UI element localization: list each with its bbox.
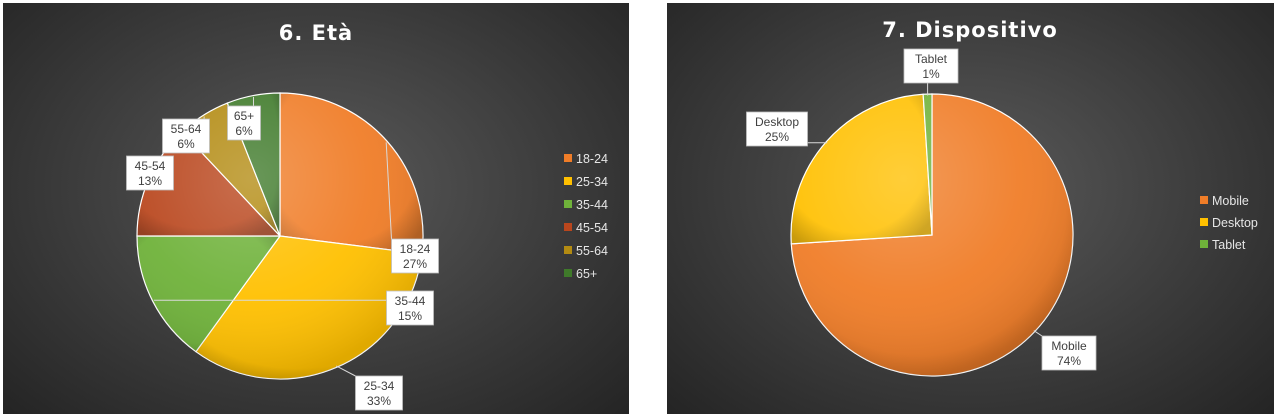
age-legend-swatch <box>564 246 572 254</box>
device-legend-swatch <box>1200 196 1208 204</box>
age-chart-panel: 6. Età 18-24 27% 25-34 33% 35-44 15% 45-54 13% 55… <box>3 3 629 414</box>
device-slices <box>790 93 1074 377</box>
device-data-label-category: Desktop <box>755 115 799 129</box>
device-chart-panel: 7. Dispositivo Mobile 74% Desktop 25% Tablet 1… <box>667 3 1274 414</box>
age-legend-label: 18-24 <box>576 152 608 166</box>
age-data-label-65plus: 65+6% <box>227 96 261 141</box>
device-legend: Mobile Desktop Tablet <box>1200 194 1258 252</box>
age-legend-label: 35-44 <box>576 198 608 212</box>
age-data-label-category: 18-24 <box>400 242 431 256</box>
age-legend-label: 45-54 <box>576 221 608 235</box>
age-legend-swatch <box>564 269 572 277</box>
age-data-label-category: 35-44 <box>395 294 426 308</box>
device-slice-desktop <box>790 93 933 245</box>
age-chart-title: 6. Età <box>279 21 353 45</box>
device-data-label-value: 25% <box>765 130 789 144</box>
age-legend-item-25-34: 25-34 <box>564 175 608 189</box>
device-legend-label: Desktop <box>1212 216 1258 230</box>
age-legend-item-18-24: 18-24 <box>564 152 608 166</box>
age-data-label-category: 55-64 <box>171 122 202 136</box>
device-data-label-value: 1% <box>922 67 940 81</box>
device-legend-label: Mobile <box>1212 194 1249 208</box>
device-legend-item-mobile: Mobile <box>1200 194 1249 208</box>
device-legend-label: Tablet <box>1212 238 1246 252</box>
age-data-label-55-64: 55-646% <box>162 116 210 154</box>
device-legend-swatch <box>1200 218 1208 226</box>
age-legend-item-55-64: 55-64 <box>564 244 608 258</box>
age-data-label-value: 13% <box>138 174 162 188</box>
age-legend-swatch <box>564 223 572 231</box>
age-legend-item-65plus: 65+ <box>564 267 597 281</box>
age-data-label-value: 6% <box>177 137 195 151</box>
device-pie-chart: 7. DispositivoMobile74%Desktop25%Tablet1… <box>746 18 1258 377</box>
device-data-label-category: Mobile <box>1051 339 1087 353</box>
age-data-label-value: 27% <box>403 257 427 271</box>
age-legend-swatch <box>564 177 572 185</box>
age-data-label-value: 6% <box>235 124 253 138</box>
age-legend: 18-24 25-34 35-44 45-54 55-64 65+ <box>564 152 608 281</box>
age-legend-item-35-44: 35-44 <box>564 198 608 212</box>
age-data-label-value: 33% <box>367 394 391 408</box>
device-data-label-category: Tablet <box>915 52 948 66</box>
device-legend-swatch <box>1200 240 1208 248</box>
device-legend-item-tablet: Tablet <box>1200 238 1246 252</box>
device-data-label-value: 74% <box>1057 354 1081 368</box>
age-data-label-category: 25-34 <box>364 379 395 393</box>
age-data-label-category: 65+ <box>234 109 254 123</box>
age-legend-swatch <box>564 200 572 208</box>
age-data-label-value: 15% <box>398 309 422 323</box>
age-legend-label: 65+ <box>576 267 597 281</box>
age-legend-item-45-54: 45-54 <box>564 221 608 235</box>
age-pie-chart: 6. Età18-2427%25-3433%35-4415%45-5413%55… <box>126 21 608 411</box>
age-data-label-category: 45-54 <box>135 159 166 173</box>
age-legend-label: 55-64 <box>576 244 608 258</box>
age-slice-18-24 <box>279 92 424 255</box>
device-legend-item-desktop: Desktop <box>1200 216 1258 230</box>
age-legend-swatch <box>564 154 572 162</box>
age-legend-label: 25-34 <box>576 175 608 189</box>
device-chart-title: 7. Dispositivo <box>882 18 1058 42</box>
